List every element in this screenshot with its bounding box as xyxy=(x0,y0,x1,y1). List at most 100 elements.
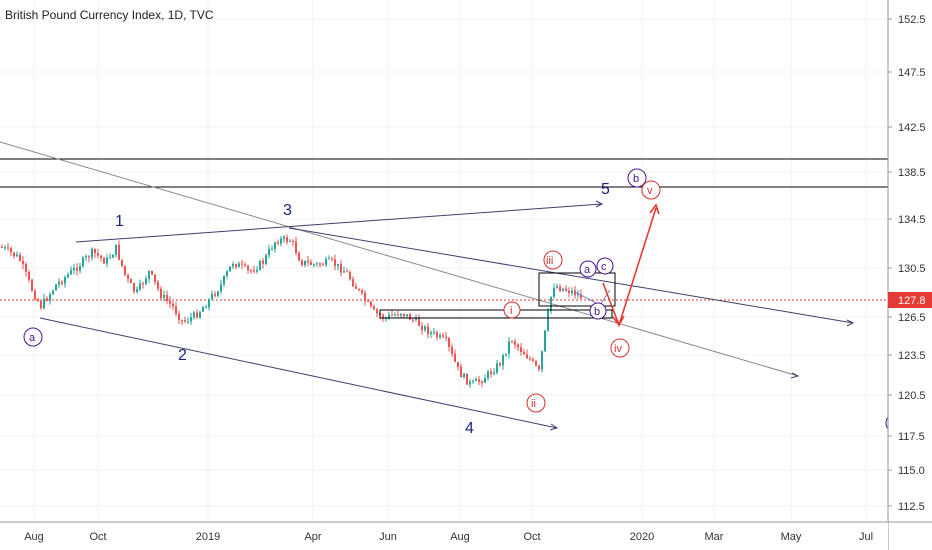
candle-body xyxy=(529,358,531,360)
wave-label-1: 1 xyxy=(115,213,124,230)
channel-line-lower xyxy=(39,317,558,429)
time-tick-label: 2019 xyxy=(196,531,220,543)
candle-body xyxy=(25,264,27,272)
candle-body xyxy=(496,363,498,373)
candle-body xyxy=(376,309,378,314)
candle-body xyxy=(409,314,411,320)
wave-labels: 1 2 3 4 5 a b a c b i ii iii iv v xyxy=(23,168,905,437)
candle-body xyxy=(511,341,513,343)
candle-body xyxy=(403,313,405,317)
candle-body xyxy=(97,253,99,256)
candle-body xyxy=(103,257,105,264)
channel-line-upper xyxy=(75,203,603,243)
candle-body xyxy=(346,271,348,273)
candle-body xyxy=(64,277,66,284)
candle-body xyxy=(508,341,510,354)
candle-body xyxy=(391,314,393,316)
wave-label-iv: iv xyxy=(614,343,622,355)
candle-body xyxy=(217,291,219,296)
candle-body xyxy=(49,294,51,301)
candle-body xyxy=(286,236,288,242)
candle-body xyxy=(43,298,45,309)
candle-body xyxy=(28,271,30,280)
candle-body xyxy=(106,257,108,264)
candle-body xyxy=(424,326,426,331)
candle-body xyxy=(430,332,432,335)
candle-body xyxy=(466,373,468,385)
candle-body xyxy=(244,264,246,266)
candles xyxy=(1,234,582,388)
candle-body xyxy=(319,263,321,265)
time-tick-label: Oct xyxy=(523,531,540,543)
price-tick-label: 112.5 xyxy=(898,501,925,513)
candle-body xyxy=(418,318,420,326)
candle-body xyxy=(67,274,69,278)
price-tick-label: 117.5 xyxy=(898,431,925,443)
candle-body xyxy=(70,270,72,275)
candle-body xyxy=(55,284,57,291)
candle-body xyxy=(184,320,186,322)
price-tick-label: 120.5 xyxy=(898,390,926,402)
candle-body xyxy=(178,313,180,320)
candle-body xyxy=(175,306,177,314)
last-price-badge xyxy=(888,292,932,308)
candle-body xyxy=(487,371,489,379)
candle-body xyxy=(199,311,201,318)
candle-body xyxy=(538,365,540,370)
price-tick-label: 142.5 xyxy=(898,122,926,134)
time-tick-label: Oct xyxy=(89,531,106,543)
candle-body xyxy=(7,247,9,249)
time-tick-label: 2020 xyxy=(630,531,654,543)
candle-body xyxy=(388,314,390,318)
candle-body xyxy=(535,360,537,366)
time-tick-label: Mar xyxy=(705,531,724,543)
candle-body xyxy=(355,286,357,289)
price-tick-label: 134.5 xyxy=(898,214,926,226)
candle-body xyxy=(265,255,267,264)
consolidation-box[interactable] xyxy=(379,309,613,319)
candle-body xyxy=(37,299,39,302)
candle-body xyxy=(73,267,75,271)
candle-body xyxy=(367,300,369,302)
candle-body xyxy=(502,355,504,366)
candle-body xyxy=(427,326,429,335)
grid xyxy=(0,0,888,522)
wave-label-v: v xyxy=(647,185,653,197)
candle-body xyxy=(547,310,549,331)
candle-body xyxy=(277,242,279,244)
wave-label-a: a xyxy=(584,264,591,276)
candle-body xyxy=(13,252,15,257)
candle-body xyxy=(544,330,546,352)
candle-body xyxy=(1,247,3,248)
candle-body xyxy=(553,288,555,297)
candle-body xyxy=(442,335,444,337)
candle-body xyxy=(58,281,60,285)
candle-body xyxy=(154,274,156,282)
candle-body xyxy=(541,351,543,370)
candle-body xyxy=(295,241,297,254)
candle-body xyxy=(148,270,150,279)
candle-body xyxy=(190,317,192,322)
candle-body xyxy=(358,288,360,290)
wave-label-i: i xyxy=(510,305,512,317)
candle-body xyxy=(445,336,447,339)
candle-body xyxy=(241,263,243,265)
time-tick-label: Aug xyxy=(24,531,44,543)
wave-iii-box[interactable] xyxy=(538,272,616,307)
candle-body xyxy=(400,313,402,316)
trend-arrowheads xyxy=(549,200,855,431)
price-axis[interactable] xyxy=(888,0,932,550)
candle-body xyxy=(454,353,456,362)
candle-body xyxy=(301,260,303,266)
trend-line-3-down xyxy=(288,227,854,324)
candle-body xyxy=(142,283,144,285)
candle-body xyxy=(262,260,264,264)
candle-body xyxy=(34,290,36,300)
candle-body xyxy=(520,347,522,353)
candle-body xyxy=(412,319,414,321)
candle-body xyxy=(451,346,453,354)
time-axis[interactable] xyxy=(0,522,888,550)
wave-label-a-start: a xyxy=(29,332,36,344)
time-tick-label: Jun xyxy=(379,531,397,543)
